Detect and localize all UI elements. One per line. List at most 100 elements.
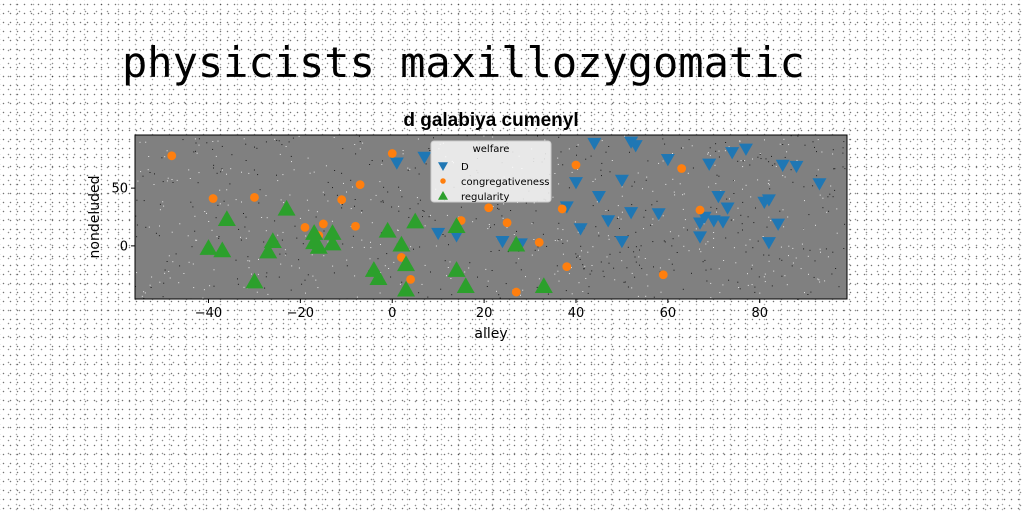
y-axis-label: nondeluded <box>87 176 103 259</box>
data-point <box>167 151 177 161</box>
data-point <box>725 147 740 160</box>
data-point <box>213 241 232 258</box>
data-point <box>447 217 466 233</box>
data-point <box>392 235 411 252</box>
data-point <box>397 280 416 297</box>
data-point <box>775 159 790 173</box>
data-point <box>447 261 466 277</box>
legend-entry-label: D <box>461 162 469 173</box>
data-point <box>305 224 324 240</box>
data-point <box>568 177 583 190</box>
data-point <box>406 274 416 284</box>
data-point <box>571 160 581 170</box>
x-tick-label: −20 <box>287 306 314 321</box>
y-axis: 0 50 <box>111 182 135 254</box>
data-point <box>449 230 464 243</box>
data-point <box>601 215 616 228</box>
legend-marker <box>440 178 446 184</box>
x-tick-label: 60 <box>660 306 677 321</box>
x-axis: −40 −20 0 20 40 60 80 <box>195 299 768 321</box>
data-point <box>702 158 717 171</box>
series-congregativeness <box>167 149 705 297</box>
data-point <box>651 208 666 221</box>
data-point <box>337 195 347 205</box>
data-point <box>323 224 342 240</box>
legend-entry-label: congregativeness <box>461 177 550 188</box>
data-point <box>511 287 521 297</box>
page-title: physicists maxillozygomatic <box>122 38 805 87</box>
data-point <box>378 221 397 238</box>
data-marks <box>135 135 846 300</box>
data-point <box>695 205 705 215</box>
data-point <box>208 194 218 203</box>
data-point <box>245 272 264 289</box>
data-point <box>351 221 360 231</box>
data-point <box>387 149 397 158</box>
data-point <box>614 174 629 188</box>
data-point <box>495 236 510 249</box>
data-point <box>534 277 553 294</box>
data-point <box>628 140 643 153</box>
data-point <box>484 203 494 213</box>
x-tick-label: 40 <box>568 306 585 321</box>
data-point <box>614 236 629 249</box>
series-regularity <box>199 199 553 297</box>
data-point <box>456 277 475 294</box>
data-point <box>300 222 310 232</box>
data-point <box>259 242 278 259</box>
data-point <box>277 199 296 216</box>
data-point <box>738 143 753 156</box>
data-point <box>812 178 827 191</box>
data-point <box>309 238 328 254</box>
data-point <box>591 190 606 204</box>
plot-frame <box>134 134 848 300</box>
legend-box <box>430 140 552 203</box>
data-point <box>406 212 425 229</box>
x-tick-label: 20 <box>476 306 493 321</box>
y-tick-label: 0 <box>120 239 128 254</box>
chart-title: d galabiya cumenyl <box>403 110 578 131</box>
data-point <box>502 218 512 228</box>
data-point <box>789 160 804 174</box>
x-tick-label: 0 <box>388 306 396 321</box>
data-point <box>573 223 588 236</box>
data-point <box>559 201 574 214</box>
data-point <box>217 210 236 227</box>
data-point <box>389 157 404 170</box>
data-point <box>587 137 602 151</box>
legend-marker <box>438 191 448 200</box>
data-point <box>562 262 572 272</box>
data-point <box>624 207 639 220</box>
data-point <box>369 269 388 285</box>
data-point <box>697 211 712 224</box>
data-point <box>711 190 726 204</box>
data-point <box>431 227 446 241</box>
data-point <box>355 180 365 190</box>
data-point <box>318 219 328 229</box>
data-point <box>417 151 432 164</box>
data-point <box>715 216 730 229</box>
data-point <box>693 231 708 244</box>
data-point <box>507 235 526 252</box>
data-point <box>658 270 668 280</box>
data-point <box>720 202 735 215</box>
data-point <box>557 204 567 214</box>
data-point <box>677 164 687 173</box>
data-point <box>263 232 282 249</box>
x-tick-label: −40 <box>195 306 222 321</box>
data-point <box>397 255 416 272</box>
legend-entry-label: regularity <box>461 192 509 203</box>
legend-title: welfare <box>473 144 510 155</box>
data-point <box>761 194 776 207</box>
data-point <box>660 154 675 167</box>
data-point <box>771 218 786 231</box>
data-point <box>250 192 259 202</box>
data-point <box>323 234 342 251</box>
data-point <box>534 238 544 247</box>
legend-marker <box>438 162 448 171</box>
data-point <box>761 237 776 250</box>
data-point <box>199 239 218 255</box>
x-axis-label: alley <box>474 326 507 342</box>
